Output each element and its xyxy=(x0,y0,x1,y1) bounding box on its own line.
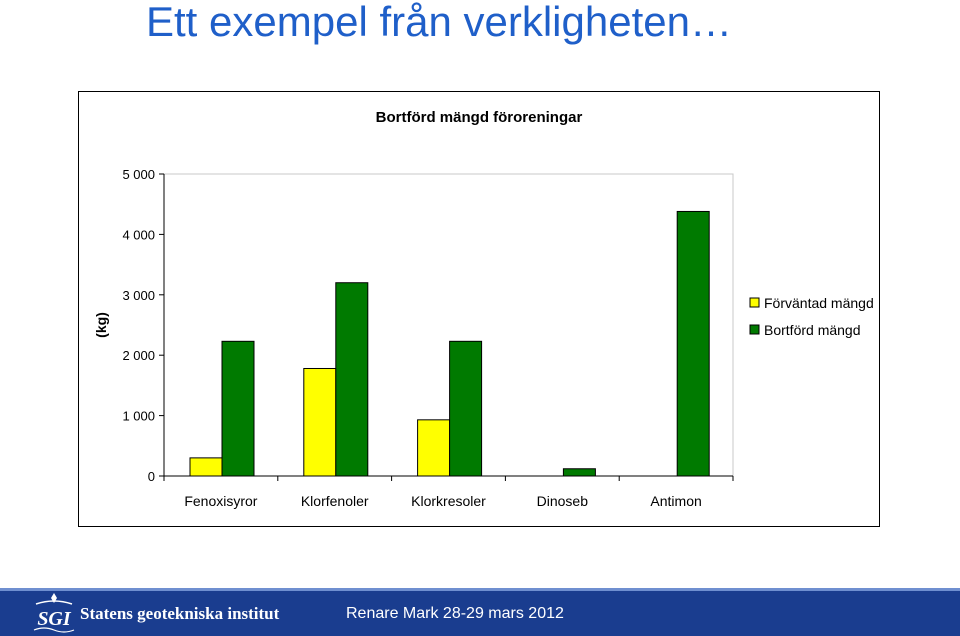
bar-bortford-3 xyxy=(562,468,596,477)
sgi-logo-icon: SGI xyxy=(33,593,75,633)
x-category-label: Klorfenoler xyxy=(301,493,369,509)
bar-bortford-0 xyxy=(221,340,255,477)
slide-title: Ett exempel från verkligheten… xyxy=(146,0,732,45)
organization-name: Statens geotekniska institut xyxy=(80,604,280,623)
bar-bortford-4 xyxy=(676,210,710,477)
event-label: Renare Mark 28-29 mars 2012 xyxy=(346,605,564,622)
y-tick-label: 1 000 xyxy=(122,409,155,424)
y-tick-label: 4 000 xyxy=(122,227,155,242)
x-category-label: Antimon xyxy=(650,493,701,509)
legend-swatch xyxy=(749,297,760,308)
x-category-label: Klorkresoler xyxy=(411,493,486,509)
x-category-label: Dinoseb xyxy=(537,493,589,509)
y-tick-label: 3 000 xyxy=(122,288,155,303)
y-tick-label: 5 000 xyxy=(122,167,155,182)
bar-forvantad-2 xyxy=(417,419,451,477)
chart-frame: Bortförd mängd föroreningar 0 1 000 2 000 3… xyxy=(78,91,880,527)
bar-forvantad-1 xyxy=(303,367,337,477)
chart-title: Bortförd mängd föroreningar xyxy=(375,109,583,126)
legend-label: Bortförd mängd xyxy=(764,322,861,338)
legend-label: Förväntad mängd xyxy=(764,295,874,311)
bar-bortford-2 xyxy=(449,340,483,477)
bar-forvantad-0 xyxy=(189,457,223,477)
footer-stripe xyxy=(0,588,960,591)
y-axis-title: (kg) xyxy=(93,312,109,338)
y-tick-label: 2 000 xyxy=(122,348,155,363)
footer-bar: SGI Statens geotekniska institut Renare … xyxy=(0,588,960,636)
bar-bortford-1 xyxy=(335,282,369,477)
logo-text: SGI xyxy=(37,608,72,630)
y-tick-label: 0 xyxy=(148,469,155,484)
x-category-label: Fenoxisyror xyxy=(184,493,257,509)
bar-chart: 0 1 000 2 000 3 000 4 000 5 000 (kg) Fenoxisyro… xyxy=(93,167,874,509)
legend-swatch xyxy=(749,324,760,335)
